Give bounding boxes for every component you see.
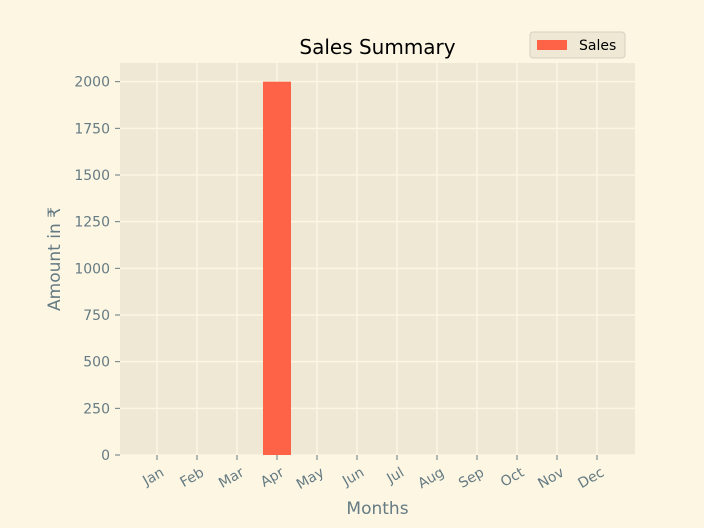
x-tick-label: Nov [535, 465, 567, 493]
y-tick-label: 1750 [74, 121, 110, 137]
y-tick-label: 1250 [74, 215, 110, 231]
x-tick-label: Mar [216, 464, 247, 491]
x-tick-label: Jun [339, 465, 367, 490]
legend-label-sales: Sales [579, 38, 616, 54]
y-tick-label: 500 [83, 355, 110, 371]
y-axis-ticks: 0 250 500 750 1000 1250 1500 1750 2000 [74, 75, 120, 464]
x-tick-label: Jul [383, 465, 407, 488]
x-tick-label: Feb [178, 465, 208, 491]
y-tick-label: 1000 [74, 261, 110, 277]
x-tick-label: Dec [576, 465, 607, 492]
x-tick-label: Jan [139, 465, 167, 490]
y-tick-label: 1500 [74, 168, 110, 184]
x-tick-label: Oct [498, 464, 527, 490]
bars [263, 81, 291, 456]
x-axis-label: Months [346, 499, 408, 519]
bar-apr [263, 81, 291, 456]
legend: Sales [529, 31, 626, 59]
legend-swatch-sales [537, 40, 567, 50]
x-axis-ticks: Jan Feb Mar Apr May Jun Jul Aug Sep Oct Nov Dec [139, 455, 607, 493]
y-tick-label: 250 [83, 401, 110, 417]
grid-lines [120, 63, 635, 456]
legend-box [529, 31, 626, 59]
x-tick-label: Apr [258, 464, 287, 490]
y-tick-label: 750 [83, 308, 110, 324]
x-tick-label: Sep [456, 465, 487, 492]
x-tick-label: Aug [415, 465, 447, 493]
y-tick-label: 2000 [74, 75, 110, 91]
x-tick-label: May [294, 465, 327, 493]
chart-title: Sales Summary [299, 35, 455, 59]
y-axis-label: Amount in ₹ [45, 207, 65, 311]
y-tick-label: 0 [101, 448, 110, 464]
